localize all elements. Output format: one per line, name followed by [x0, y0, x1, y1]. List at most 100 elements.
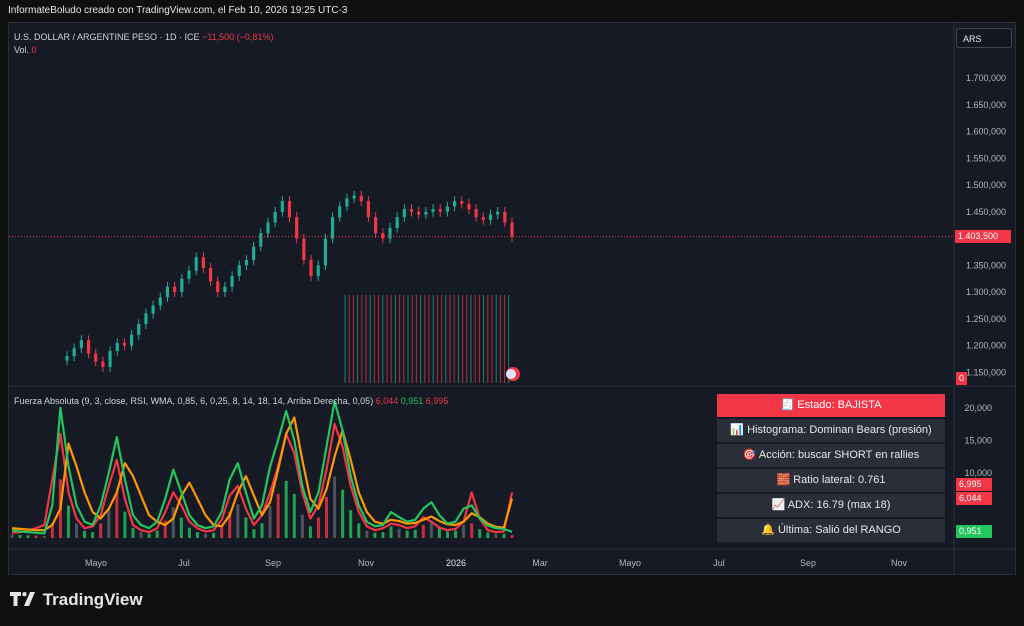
indicator-tick-label: 15,000 [964, 435, 992, 445]
indicator-histogram-bar [91, 532, 95, 538]
symbol-legend[interactable]: U.S. DOLLAR / ARGENTINE PESO · 1D · ICE … [14, 32, 273, 42]
volume-legend[interactable]: Vol. 0 [14, 45, 37, 55]
candle-body [302, 238, 306, 260]
candle-body [86, 340, 91, 354]
indicator-histogram-bar [139, 532, 143, 538]
indicator-histogram-bar [325, 496, 329, 538]
time-tick-label: Jul [713, 558, 725, 568]
time-tick-label: Mayo [85, 558, 107, 568]
indicator-histogram-bar [26, 535, 30, 538]
indicator-histogram-bar [42, 535, 46, 538]
volume-value: 0 [31, 45, 37, 55]
candle-body [481, 217, 485, 220]
indicator-tag-c: 0,951 [956, 525, 992, 538]
indicator-histogram-bar [389, 526, 393, 538]
indicator-histogram-bar [292, 494, 296, 538]
indicator-histogram-bar [252, 529, 256, 538]
indicator-histogram-bar [107, 508, 111, 538]
indicator-histogram-bar [421, 524, 425, 538]
price-tick-label: 1.500,000 [966, 180, 1006, 190]
price-tick-label: 1.250,000 [966, 314, 1006, 324]
indicator-histogram-bar [147, 533, 151, 538]
candle-body [417, 211, 421, 215]
indicator-histogram-bar [308, 526, 312, 538]
status-row-estado: 🧾 Estado: BAJISTA [717, 394, 945, 417]
status-text: Acción: buscar SHORT en rallies [758, 449, 920, 461]
indicator-histogram-bar [316, 517, 320, 538]
indicator-histogram-bar [349, 510, 353, 538]
trend-up-icon: 📈 [771, 499, 786, 511]
indicator-histogram-bar [300, 514, 304, 538]
receipt-icon: 🧾 [780, 399, 795, 411]
candle-body [165, 286, 170, 298]
status-text: Histograma: Dominan Bears (presión) [747, 424, 932, 436]
candle-body [122, 342, 127, 346]
indicator-histogram-bar [260, 523, 264, 538]
tradingview-logo[interactable]: TradingView [10, 590, 143, 610]
candle-body [388, 227, 392, 239]
candle-body [180, 278, 184, 293]
status-text: Ratio lateral: 0.761 [793, 474, 886, 486]
indicator-histogram-bar [381, 532, 385, 538]
candle-body [323, 238, 327, 266]
price-tick-label: 1.550,000 [966, 153, 1006, 163]
candle-body [316, 265, 320, 276]
candle-body [252, 246, 256, 260]
time-tick-label: Nov [358, 558, 375, 568]
candle-body [65, 356, 69, 361]
candle-body [445, 206, 450, 212]
candle-body [187, 270, 191, 279]
indicator-histogram-bar [155, 530, 159, 538]
indicator-histogram-bar [365, 530, 369, 538]
indicator-histogram-bar [462, 524, 466, 538]
time-tick-label: Sep [800, 558, 816, 568]
indicator-histogram-bar [373, 532, 377, 538]
indicator-histogram-bar [413, 529, 417, 538]
candle-body [496, 211, 500, 215]
indicator-histogram-bar [228, 511, 232, 538]
candle-body [338, 206, 342, 218]
indicator-histogram-bar [50, 523, 54, 538]
price-tick-label: 1.300,000 [966, 287, 1006, 297]
candle-body [129, 334, 134, 346]
status-panel: 🧾 Estado: BAJISTA 📊 Histograma: Dominan … [717, 394, 945, 544]
candle-body [79, 340, 83, 349]
candle-body [381, 233, 385, 239]
indicator-legend[interactable]: Fuerza Absoluta (9, 3, close, RSI, WMA, … [14, 396, 448, 406]
indicator-histogram-bar [510, 535, 514, 538]
brick-icon: 🧱 [776, 474, 791, 486]
candle-body [101, 361, 105, 367]
price-tick-label: 1.150,000 [966, 367, 1006, 377]
target-icon: 🎯 [742, 449, 757, 461]
indicator-histogram-bar [494, 533, 498, 538]
candle-body [237, 265, 241, 276]
candle-body [208, 267, 213, 282]
candle-body [266, 222, 270, 234]
candle-body [144, 313, 148, 325]
indicator-histogram-bar [66, 505, 70, 538]
candle-body [510, 222, 514, 237]
status-row-ultima: 🔔 Última: Salió del RANGO [717, 519, 945, 542]
candle-body [287, 201, 292, 218]
indicator-tick-label: 20,000 [964, 403, 992, 413]
indicator-histogram-bar [333, 476, 337, 538]
brand-name: TradingView [42, 590, 143, 609]
candle-body [244, 259, 249, 266]
currency-selector[interactable]: ARS [956, 28, 1012, 48]
indicator-histogram-bar [397, 528, 401, 538]
candle-body [216, 281, 220, 293]
candle-body [223, 286, 227, 293]
indicator-histogram-bar [276, 494, 280, 538]
candle-body [424, 211, 428, 215]
volume-label: Vol. [14, 45, 30, 55]
indicator-tag-b: 6,044 [956, 492, 992, 505]
candle-body [395, 217, 399, 228]
candle-body [467, 203, 471, 210]
candle-body [503, 211, 507, 223]
candle-body [474, 209, 478, 218]
candle-body [158, 297, 162, 306]
status-row-adx: 📈 ADX: 16.79 (max 18) [717, 494, 945, 517]
indicator-histogram-bar [405, 530, 409, 538]
event-flag-icon [506, 369, 516, 379]
